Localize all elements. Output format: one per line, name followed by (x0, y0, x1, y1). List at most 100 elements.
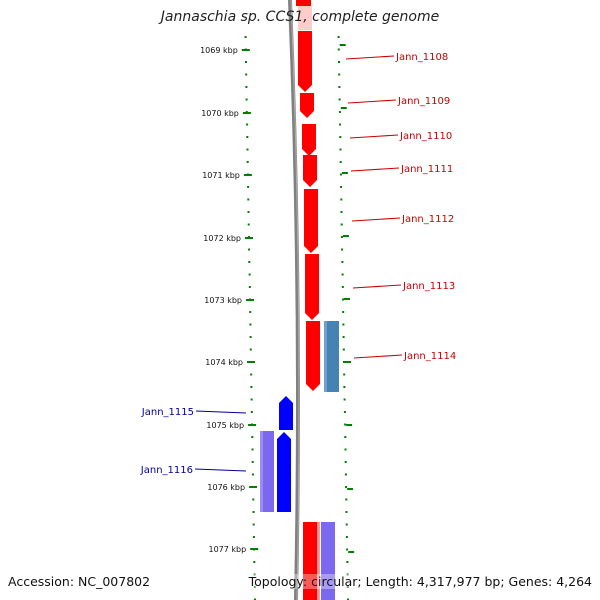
scale-dot (343, 386, 346, 388)
genome-summary: Topology: circular; Length: 4,317,977 bp… (248, 574, 592, 589)
scale-label: 1071 kbp (202, 171, 240, 180)
gene-feature-jann-1110 (302, 124, 316, 156)
scale-tick (242, 112, 251, 114)
scale-dot (338, 98, 341, 101)
backbone-arc (288, 0, 300, 600)
scale-dot (246, 148, 249, 151)
accession-label: Accession: NC_007802 (8, 574, 151, 589)
scale-dot (344, 448, 347, 451)
scale-dot (254, 598, 256, 600)
gene-leader-line (352, 284, 402, 289)
scale-tick (340, 107, 347, 109)
scale-dot (342, 311, 345, 313)
scale-dot (346, 561, 349, 563)
gene-label[interactable]: Jann_1113 (402, 281, 455, 292)
scale-dot (342, 298, 344, 301)
scale-dot (345, 498, 348, 501)
feature-tracks (260, 0, 339, 600)
scale-tick (347, 488, 354, 490)
scale-dot (338, 111, 341, 113)
scale-dot (246, 136, 249, 138)
feature-block-purple-edge (260, 431, 263, 512)
scale-dot (343, 361, 345, 363)
gene-leader-line (349, 134, 399, 139)
scale-dot (342, 348, 345, 351)
scale-dot (250, 398, 253, 401)
scale-dot (343, 373, 346, 376)
scale-dot (345, 536, 348, 538)
scale-dot (344, 461, 347, 463)
gene-label[interactable]: Jann_1116 (140, 465, 193, 476)
scale-dot (344, 473, 347, 476)
scale-dot (248, 273, 251, 276)
scale-dot (339, 123, 342, 126)
gene-leader-line (347, 99, 397, 104)
scale-dot (250, 373, 253, 376)
gene-label[interactable]: Jann_1110 (399, 131, 452, 142)
scale-dot (245, 98, 248, 101)
scale-label: 1072 kbp (203, 234, 241, 243)
gene-label[interactable]: Jann_1114 (403, 351, 456, 362)
scale-dot (251, 436, 254, 438)
gene-label[interactable]: Jann_1108 (395, 52, 448, 63)
scale-tick (346, 424, 353, 426)
scale-dot (247, 211, 250, 213)
scale-ruler: 1069 kbp 1070 kbp 1071 kbp 1072 kbp 1073 kbp… (200, 36, 355, 600)
scale-dot (346, 548, 349, 551)
scale-tick (243, 174, 252, 176)
scale-dot (251, 473, 254, 476)
scale-dot (340, 211, 343, 213)
scale-dot (340, 236, 343, 238)
gene-label[interactable]: Jann_1109 (397, 96, 450, 107)
gene-feature-jann-1109 (300, 93, 314, 118)
gene-leader-line (345, 55, 395, 60)
scale-tick (245, 237, 253, 239)
scale-dot (342, 336, 345, 338)
gene-label[interactable]: Jann_1111 (400, 164, 453, 175)
scale-dot (250, 411, 253, 413)
scale-dot (248, 261, 251, 263)
gene-label[interactable]: Jann_1115 (141, 407, 194, 418)
scale-tick (345, 361, 351, 363)
scale-dot (341, 286, 344, 288)
scale-dot (251, 461, 254, 463)
scale-dot (247, 186, 250, 188)
scale-dot (246, 161, 249, 163)
feature-block-blue (324, 321, 339, 392)
scale-dot (247, 198, 250, 201)
genome-title: Jannaschia sp. CCS1, complete genome (160, 9, 440, 25)
feature-block-blue-edge (324, 321, 327, 392)
scale-dot (245, 73, 248, 76)
scale-dot (244, 36, 247, 38)
scale-dot (341, 261, 344, 263)
scale-dot (337, 36, 340, 38)
scale-label: 1074 kbp (205, 358, 243, 367)
scale-dot (338, 73, 341, 76)
scale-dot (346, 586, 349, 588)
gene-feature-jann-1114 (306, 321, 320, 391)
scale-dot (253, 573, 256, 576)
scale-dot (343, 411, 346, 413)
feature-block-purple-bottom (321, 522, 335, 600)
feature-block-purple (260, 431, 274, 512)
scale-dot (253, 561, 256, 563)
gene-leader-line (350, 167, 400, 172)
scale-dot (345, 486, 348, 488)
gene-feature-jann-1111 (303, 155, 317, 187)
scale-tick (348, 551, 355, 553)
scale-tick (246, 299, 254, 301)
gene-label[interactable]: Jann_1112 (401, 214, 454, 225)
scale-dot (247, 223, 250, 226)
scale-dot (253, 586, 256, 588)
scale-dot (341, 273, 344, 276)
scale-dot (252, 536, 255, 538)
gene-label-layer: Jann_1108 Jann_1109 Jann_1110 Jann_1111 Jann… (140, 52, 456, 476)
gene-leader-line (194, 468, 247, 472)
scale-dot (345, 523, 348, 526)
scale-tick (344, 298, 350, 300)
gene-feature-partial-bottom (303, 522, 317, 600)
scale-dot (344, 423, 347, 426)
scale-dot (339, 148, 342, 151)
